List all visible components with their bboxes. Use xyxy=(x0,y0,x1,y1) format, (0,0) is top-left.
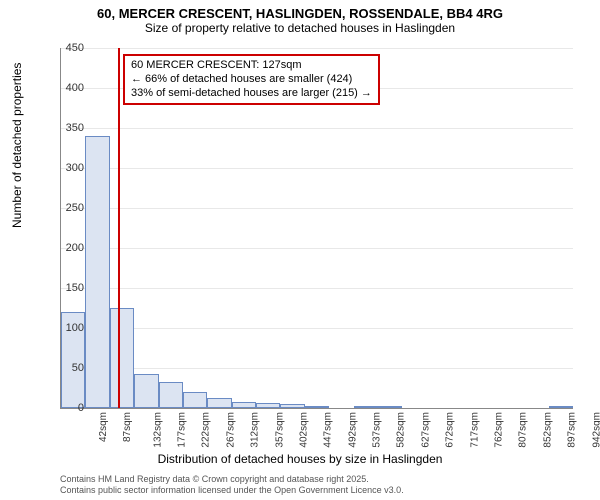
grid-line xyxy=(61,288,573,289)
histogram-bar xyxy=(549,406,573,408)
histogram-bar xyxy=(305,406,329,408)
x-tick-label: 852sqm xyxy=(542,412,553,448)
y-tick-label: 400 xyxy=(54,82,84,94)
histogram-bar xyxy=(232,402,256,408)
x-tick-label: 267sqm xyxy=(225,412,236,448)
histogram-bar xyxy=(110,308,134,408)
x-tick-label: 447sqm xyxy=(323,412,334,448)
histogram-bar xyxy=(159,382,183,408)
grid-line xyxy=(61,208,573,209)
grid-line xyxy=(61,368,573,369)
x-tick-label: 402sqm xyxy=(299,412,310,448)
annotation-line-2: ← 66% of detached houses are smaller (42… xyxy=(131,73,372,87)
title-main: 60, MERCER CRESCENT, HASLINGDEN, ROSSEND… xyxy=(0,0,600,21)
histogram-bar xyxy=(134,374,158,408)
histogram-bar xyxy=(256,403,280,408)
y-tick-label: 0 xyxy=(54,402,84,414)
grid-line xyxy=(61,128,573,129)
y-tick-label: 50 xyxy=(54,362,84,374)
y-axis-label: Number of detached properties xyxy=(10,63,24,228)
footer-line-1: Contains HM Land Registry data © Crown c… xyxy=(60,474,404,485)
x-tick-label: 897sqm xyxy=(567,412,578,448)
x-tick-label: 807sqm xyxy=(518,412,529,448)
grid-line xyxy=(61,48,573,49)
x-tick-label: 312sqm xyxy=(250,412,261,448)
footer-credits: Contains HM Land Registry data © Crown c… xyxy=(60,474,404,496)
y-tick-label: 350 xyxy=(54,122,84,134)
annotation-line-3: 33% of semi-detached houses are larger (… xyxy=(131,87,372,101)
x-tick-label: 222sqm xyxy=(201,412,212,448)
y-tick-label: 300 xyxy=(54,162,84,174)
highlight-line xyxy=(118,48,120,408)
x-tick-label: 717sqm xyxy=(469,412,480,448)
histogram-bar xyxy=(207,398,231,408)
x-tick-label: 492sqm xyxy=(347,412,358,448)
y-tick-label: 200 xyxy=(54,242,84,254)
histogram-bar xyxy=(183,392,207,408)
grid-line xyxy=(61,248,573,249)
histogram-bar xyxy=(280,404,304,408)
footer-line-2: Contains public sector information licen… xyxy=(60,485,404,496)
y-tick-label: 150 xyxy=(54,282,84,294)
histogram-bar xyxy=(85,136,109,408)
histogram-bar xyxy=(354,406,378,408)
y-tick-label: 100 xyxy=(54,322,84,334)
x-tick-label: 177sqm xyxy=(177,412,188,448)
x-tick-label: 42sqm xyxy=(98,412,109,442)
highlight-annotation: 60 MERCER CRESCENT: 127sqm ← 66% of deta… xyxy=(123,54,380,105)
x-tick-label: 132sqm xyxy=(152,412,163,448)
x-tick-label: 762sqm xyxy=(494,412,505,448)
y-tick-label: 450 xyxy=(54,42,84,54)
histogram-bar xyxy=(378,406,402,408)
x-tick-label: 942sqm xyxy=(591,412,600,448)
x-tick-label: 627sqm xyxy=(420,412,431,448)
x-tick-label: 537sqm xyxy=(372,412,383,448)
chart-plot-area: 60 MERCER CRESCENT: 127sqm ← 66% of deta… xyxy=(60,48,573,409)
x-tick-label: 357sqm xyxy=(274,412,285,448)
title-sub: Size of property relative to detached ho… xyxy=(0,21,600,39)
y-tick-label: 250 xyxy=(54,202,84,214)
x-tick-label: 87sqm xyxy=(122,412,133,442)
annotation-line-1: 60 MERCER CRESCENT: 127sqm xyxy=(131,59,372,73)
grid-line xyxy=(61,168,573,169)
x-axis-label: Distribution of detached houses by size … xyxy=(0,452,600,466)
x-tick-label: 582sqm xyxy=(396,412,407,448)
x-tick-label: 672sqm xyxy=(445,412,456,448)
grid-line xyxy=(61,328,573,329)
